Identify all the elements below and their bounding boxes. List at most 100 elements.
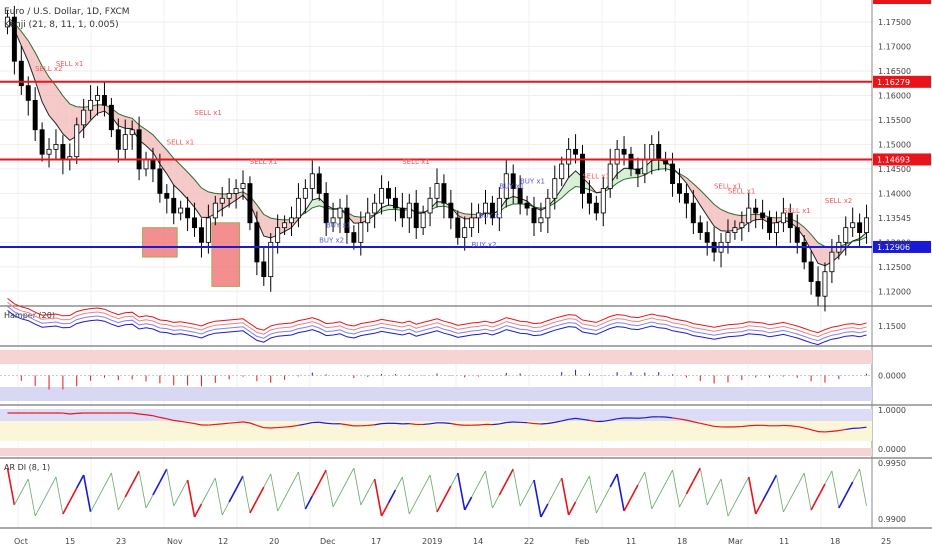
ardi-segment [270,473,279,512]
band-segment [62,95,70,141]
candle-body [205,217,211,243]
candle-body [427,197,433,214]
ardi-segment [117,496,126,511]
candle-body [18,60,24,87]
candle [496,187,502,232]
ardi-segment [346,467,355,482]
candle [18,46,24,95]
ardi-segment [145,494,154,509]
candle-body [337,207,343,219]
candle-body [725,232,731,243]
zdi-segment [838,428,846,432]
candle [226,178,232,208]
band-segment [818,242,825,266]
ardi-segment [575,488,583,503]
zdi-segment [547,421,555,425]
ardi-segment [595,499,604,514]
candle [808,250,814,295]
ardi-segment [422,474,431,489]
ardi-segment [637,471,646,486]
hamper-line [7,302,867,338]
candle-body [386,188,391,199]
band-segment [35,52,43,102]
candle-body [607,163,613,189]
candle [476,203,482,234]
zdi-segment [561,418,569,422]
lower-zone [0,387,872,401]
candle [323,182,329,236]
ardi-segment [228,488,237,503]
ardi-segment [339,480,348,495]
candle [829,238,835,283]
ardi-segment [325,469,334,508]
ardi-segment [450,472,459,487]
candle-body [240,183,246,189]
signal-label: BUY x1 [520,178,545,186]
ardi-segment [810,496,819,511]
zdi-segment [707,424,715,427]
ardi-segment [387,489,397,504]
candle [448,189,454,230]
ardi-segment [443,485,452,500]
candle [434,168,440,208]
candle-body [531,207,537,224]
indicator-label: Kenji (21, 8, 11, 1, 0.005) [4,20,119,30]
candle [143,151,149,177]
candle-body [635,168,641,175]
candle [101,82,107,117]
candle [718,233,724,268]
ardi-segment [221,501,230,516]
band-segment [707,197,715,227]
ardi-segment [90,498,98,513]
price-level-label: 1.16279 [877,78,910,87]
time-tick-label: Dec [320,537,335,546]
candle-body [697,222,703,233]
candle-body [857,222,863,233]
candle [392,187,398,222]
candle-body [358,222,364,243]
zdi-segment [139,413,147,416]
zdi-segment [215,423,223,426]
candle [268,233,274,292]
ardi-segment [415,487,424,502]
band-segment [201,187,209,218]
ardi-segment [284,484,292,499]
ardi-segment [332,493,341,508]
candle [88,85,94,120]
candle [704,221,710,256]
zdi-segment [499,421,507,425]
indicator-panel: MSI (10)0.0000 [0,350,906,401]
price-tick-label: 1.15500 [878,116,911,125]
candle [198,218,204,258]
candle [510,164,516,204]
candle [850,207,856,237]
time-tick-label: 25 [881,537,891,546]
candle-body [850,222,856,229]
candle-body [642,158,648,175]
candle-body [794,227,800,243]
price-tick-label: 1.13000 [878,238,911,247]
time-tick-label: 17 [371,537,381,546]
ardi-segment [623,497,632,512]
candle [212,195,218,226]
candle [503,158,509,208]
candle-body [212,202,218,219]
candle [746,192,752,233]
ardi-segment [658,482,666,497]
band-segment [312,198,320,208]
candle-body [254,222,260,263]
zdi-segment [859,426,867,429]
signal-label: SELL x2 [35,65,63,73]
ardi-segment [214,477,223,516]
zdi-segment [582,418,590,421]
time-tick-label: 22 [524,537,534,546]
zdi-segment [423,423,431,426]
band-segment [173,158,181,192]
hamper-line [7,306,867,342]
candle-body [746,207,752,224]
candle [677,168,682,203]
candle [344,194,350,244]
ardi-segment [547,490,556,505]
band-segment [28,40,36,81]
